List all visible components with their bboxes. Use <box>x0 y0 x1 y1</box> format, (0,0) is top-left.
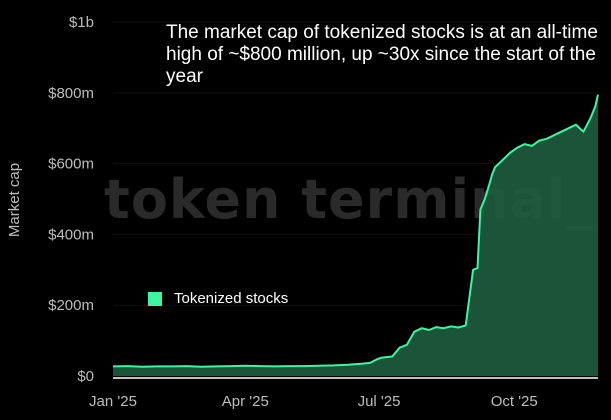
x-tick-label: Jul '25 <box>358 393 401 410</box>
y-tick-label: $1b <box>69 14 94 31</box>
y-tick-label: $800m <box>48 85 94 102</box>
chart-title: The market cap of tokenized stocks is at… <box>166 22 598 87</box>
legend: Tokenized stocks <box>148 290 288 307</box>
x-axis-tick-labels: Jan '25 Apr '25 Jul '25 Oct '25 <box>89 393 538 410</box>
y-tick-label: $200m <box>48 297 94 314</box>
x-tick-label: Oct '25 <box>491 393 538 410</box>
y-tick-label: $0 <box>77 368 94 385</box>
y-axis-tick-labels: $0 $200m $400m $600m $800m $1b <box>48 14 94 385</box>
legend-swatch <box>148 291 162 306</box>
y-tick-label: $600m <box>48 156 94 173</box>
x-tick-label: Apr '25 <box>222 393 269 410</box>
legend-label: Tokenized stocks <box>174 290 289 307</box>
x-tick-label: Jan '25 <box>89 393 137 410</box>
y-axis-label: Market cap <box>6 163 23 237</box>
series-line <box>112 94 599 368</box>
y-tick-label: $400m <box>48 226 94 243</box>
series-area-fill <box>113 94 598 376</box>
